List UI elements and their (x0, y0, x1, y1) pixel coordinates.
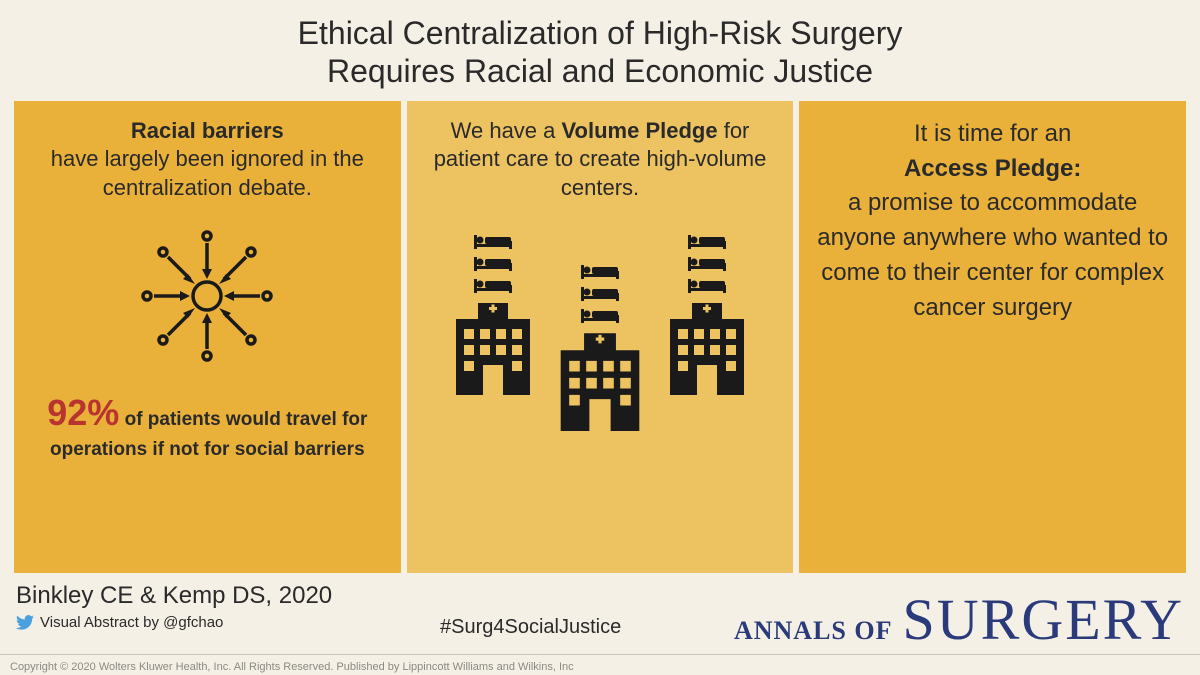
col1-rest: have largely been ignored in the central… (51, 146, 364, 200)
centralization-icon (28, 221, 387, 371)
hospital-2 (554, 263, 646, 431)
hospital-1 (450, 233, 536, 395)
bed-icon (686, 277, 728, 295)
hospitals-icon-group (421, 227, 780, 395)
bed-icon (472, 277, 514, 295)
footer-divider (0, 654, 1200, 655)
col3-text: It is time for an Access Pledge: a promi… (813, 117, 1172, 326)
journal-surgery: SURGERY (902, 586, 1184, 653)
bed-icon (579, 285, 621, 303)
columns-row: Racial barriers have largely been ignore… (0, 101, 1200, 573)
col2-text: We have a Volume Pledge for patient care… (421, 117, 780, 203)
column-access-pledge: It is time for an Access Pledge: a promi… (799, 101, 1186, 573)
page-title: Ethical Centralization of High-Risk Surg… (0, 0, 1200, 101)
col1-stat: 92% of patients would travel for operati… (28, 389, 387, 463)
col3-pre: It is time for an (914, 120, 1071, 147)
col1-bold: Racial barriers (131, 118, 284, 143)
hospital-icon (450, 299, 536, 395)
col3-post: a promise to accommodate anyone anywhere… (817, 189, 1168, 320)
hospital-3 (664, 233, 750, 395)
copyright: Copyright © 2020 Wolters Kluwer Health, … (10, 661, 574, 673)
hashtag: #Surg4SocialJustice (440, 616, 621, 639)
column-racial-barriers: Racial barriers have largely been ignore… (14, 101, 401, 573)
title-line-2: Requires Racial and Economic Justice (20, 52, 1180, 90)
title-line-1: Ethical Centralization of High-Risk Surg… (20, 14, 1180, 52)
abstract-by-text: Visual Abstract by @gfchao (40, 614, 223, 631)
col2-pre: We have a (451, 118, 562, 143)
bed-icon (579, 263, 621, 281)
column-volume-pledge: We have a Volume Pledge for patient care… (407, 101, 794, 573)
bed-icon (686, 255, 728, 273)
bed-icon (579, 307, 621, 325)
bed-icon (686, 233, 728, 251)
hospital-icon (664, 299, 750, 395)
twitter-icon (16, 615, 34, 630)
bed-icon (472, 255, 514, 273)
bed-icon (472, 233, 514, 251)
hospital-icon (554, 329, 646, 431)
col1-stat-pct: 92% (47, 392, 119, 433)
journal-annals: ANNALS OF (734, 616, 893, 646)
journal-logo: ANNALS OF SURGERY (734, 586, 1184, 653)
col2-bold: Volume Pledge (562, 118, 718, 143)
col3-bold: Access Pledge: (904, 155, 1081, 182)
col1-text: Racial barriers have largely been ignore… (28, 117, 387, 203)
footer: Binkley CE & Kemp DS, 2020 Visual Abstra… (0, 576, 1200, 675)
